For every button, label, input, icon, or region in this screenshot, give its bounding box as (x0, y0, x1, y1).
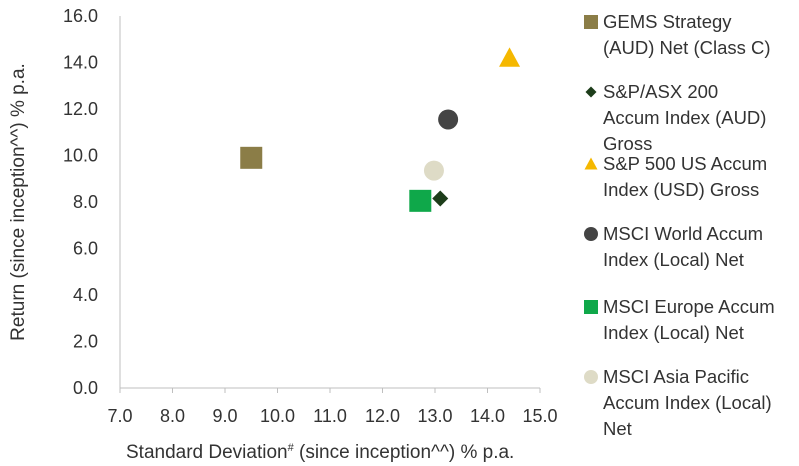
legend-label: GEMS Strategy (603, 11, 732, 32)
legend-label: Index (Local) Net (603, 249, 744, 270)
legend-label: Index (USD) Gross (603, 179, 759, 200)
legend-label: MSCI Asia Pacific (603, 366, 749, 387)
data-point-2 (432, 190, 449, 207)
y-tick-label: 14.0 (63, 53, 98, 73)
x-tick-label: 14.0 (470, 406, 505, 426)
y-tick-label: 2.0 (73, 332, 98, 352)
legend-label: S&P 500 US Accum (603, 153, 767, 174)
legend-label: (AUD) Net (Class C) (603, 37, 771, 58)
y-tick-labels: 0.0 2.0 4.0 6.0 8.0 10.0 12.0 14.0 16.0 (63, 6, 98, 398)
x-tick-label: 11.0 (313, 406, 347, 426)
legend-label: Net (603, 418, 632, 439)
axes (119, 16, 541, 393)
x-tick-label: 8.0 (160, 406, 185, 426)
x-tick-label: 7.0 (107, 406, 132, 426)
x-tick-label: 15.0 (522, 406, 557, 426)
legend-label: Index (Local) Net (603, 322, 744, 343)
x-tick-label: 10.0 (260, 406, 295, 426)
legend-label: S&P/ASX 200 (603, 81, 718, 102)
y-tick-label: 0.0 (73, 378, 98, 398)
x-tick-label: 12.0 (365, 406, 400, 426)
legend-marker-1 (584, 15, 598, 29)
legend-label: Accum Index (Local) (603, 392, 772, 413)
y-tick-label: 12.0 (63, 99, 98, 119)
x-axis-title-rest: (since inception^^) % p.a. (294, 442, 515, 463)
legend-marker-4 (584, 227, 598, 241)
x-tick-label: 9.0 (212, 406, 237, 426)
data-point-3 (499, 47, 521, 67)
data-point-1 (240, 146, 263, 169)
y-tick-label: 10.0 (63, 146, 98, 166)
x-axis-title-main: Standard Deviation (126, 442, 288, 463)
x-axis-title-sup: # (288, 442, 295, 454)
legend-marker-2 (585, 86, 597, 98)
legend-marker-6 (584, 370, 598, 384)
data-point-4 (438, 109, 459, 130)
y-tick-label: 4.0 (73, 285, 98, 305)
legend-label: Gross (603, 133, 652, 154)
y-tick-label: 16.0 (63, 6, 98, 26)
y-tick-label: 6.0 (73, 239, 98, 259)
x-tick-label: 13.0 (417, 406, 452, 426)
legend-label: MSCI World Accum (603, 223, 763, 244)
y-tick-label: 8.0 (73, 192, 98, 212)
x-axis-title: Standard Deviation# (since inception^^) … (126, 442, 514, 463)
x-tick-labels: 7.0 8.0 9.0 10.0 11.0 12.0 13.0 14.0 15.0 (107, 406, 557, 426)
legend-marker-3 (584, 157, 598, 170)
data-point-5 (409, 189, 432, 212)
legend: GEMS Strategy (AUD) Net (Class C) S&P/ASX … (584, 11, 775, 439)
y-axis-title: Return (since inception^^) % p.a. (8, 63, 29, 341)
legend-label: Accum Index (AUD) (603, 107, 766, 128)
legend-marker-5 (584, 300, 598, 314)
legend-label: MSCI Europe Accum (603, 296, 775, 317)
data-points (240, 47, 521, 212)
data-point-6 (423, 160, 444, 181)
